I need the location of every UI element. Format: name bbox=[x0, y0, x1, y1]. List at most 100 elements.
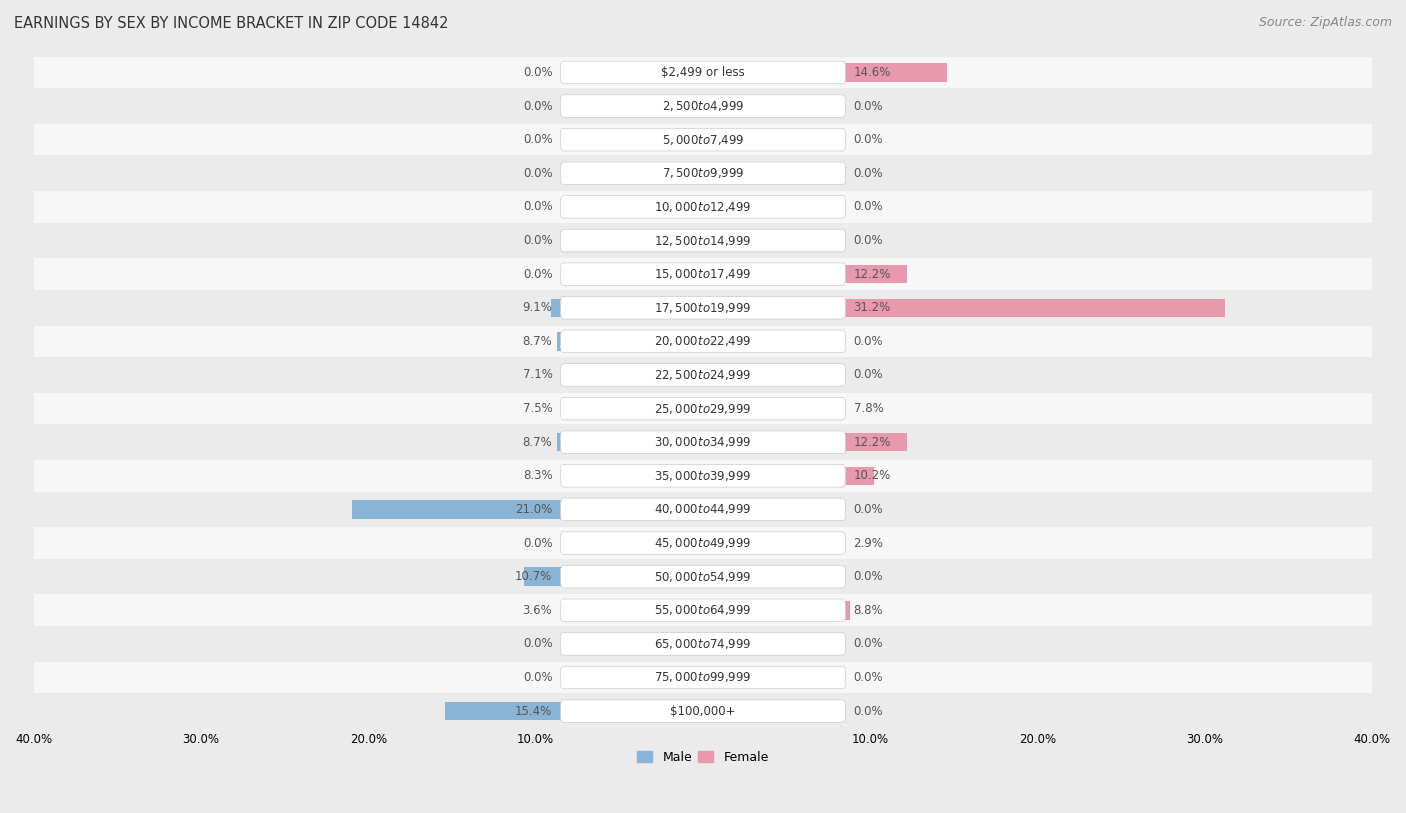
Bar bbox=[661, 63, 703, 81]
Bar bbox=[661, 198, 703, 216]
Bar bbox=[551, 298, 703, 317]
Text: 8.8%: 8.8% bbox=[853, 604, 883, 617]
Bar bbox=[703, 333, 745, 350]
Bar bbox=[557, 433, 703, 451]
Text: 0.0%: 0.0% bbox=[853, 234, 883, 247]
FancyBboxPatch shape bbox=[561, 464, 845, 487]
FancyBboxPatch shape bbox=[34, 493, 1372, 526]
Text: $35,000 to $39,999: $35,000 to $39,999 bbox=[654, 469, 752, 483]
Bar bbox=[703, 500, 745, 519]
Text: $5,000 to $7,499: $5,000 to $7,499 bbox=[662, 133, 744, 146]
Text: $10,000 to $12,499: $10,000 to $12,499 bbox=[654, 200, 752, 214]
Text: 21.0%: 21.0% bbox=[515, 503, 553, 516]
Bar bbox=[703, 164, 745, 183]
Bar bbox=[643, 601, 703, 620]
Text: 0.0%: 0.0% bbox=[853, 705, 883, 718]
Bar bbox=[446, 702, 703, 720]
Text: $12,500 to $14,999: $12,500 to $14,999 bbox=[654, 233, 752, 247]
Text: 0.0%: 0.0% bbox=[523, 537, 553, 550]
Text: 0.0%: 0.0% bbox=[523, 167, 553, 180]
FancyBboxPatch shape bbox=[561, 431, 845, 454]
Legend: Male, Female: Male, Female bbox=[633, 746, 773, 769]
Text: $55,000 to $64,999: $55,000 to $64,999 bbox=[654, 603, 752, 617]
Bar bbox=[557, 333, 703, 350]
Bar bbox=[703, 399, 834, 418]
Bar bbox=[524, 567, 703, 586]
Text: 0.0%: 0.0% bbox=[853, 133, 883, 146]
Bar bbox=[661, 130, 703, 149]
FancyBboxPatch shape bbox=[34, 359, 1372, 392]
FancyBboxPatch shape bbox=[34, 694, 1372, 728]
Bar bbox=[703, 298, 1225, 317]
FancyBboxPatch shape bbox=[561, 95, 845, 117]
Text: $7,500 to $9,999: $7,500 to $9,999 bbox=[662, 167, 744, 180]
Bar bbox=[703, 399, 834, 418]
Text: 3.6%: 3.6% bbox=[523, 604, 553, 617]
Text: $50,000 to $54,999: $50,000 to $54,999 bbox=[654, 570, 752, 584]
Text: $65,000 to $74,999: $65,000 to $74,999 bbox=[654, 637, 752, 651]
Bar bbox=[661, 635, 703, 653]
Bar bbox=[703, 63, 948, 81]
Text: $45,000 to $49,999: $45,000 to $49,999 bbox=[654, 536, 752, 550]
Bar bbox=[578, 399, 703, 418]
FancyBboxPatch shape bbox=[561, 666, 845, 689]
Text: $20,000 to $22,499: $20,000 to $22,499 bbox=[654, 334, 752, 348]
Text: $22,500 to $24,999: $22,500 to $24,999 bbox=[654, 368, 752, 382]
Bar bbox=[703, 567, 745, 586]
Text: 0.0%: 0.0% bbox=[523, 267, 553, 280]
Bar bbox=[661, 668, 703, 687]
Text: $25,000 to $29,999: $25,000 to $29,999 bbox=[654, 402, 752, 415]
FancyBboxPatch shape bbox=[561, 330, 845, 353]
Text: 0.0%: 0.0% bbox=[523, 637, 553, 650]
Text: 0.0%: 0.0% bbox=[853, 368, 883, 381]
Text: 10.2%: 10.2% bbox=[853, 469, 891, 482]
Bar bbox=[564, 467, 703, 485]
FancyBboxPatch shape bbox=[34, 526, 1372, 560]
Bar bbox=[352, 500, 703, 519]
Text: 0.0%: 0.0% bbox=[853, 335, 883, 348]
Text: 0.0%: 0.0% bbox=[523, 234, 553, 247]
FancyBboxPatch shape bbox=[34, 89, 1372, 123]
FancyBboxPatch shape bbox=[561, 565, 845, 588]
FancyBboxPatch shape bbox=[561, 128, 845, 151]
Text: 0.0%: 0.0% bbox=[523, 66, 553, 79]
Bar bbox=[703, 534, 752, 552]
Text: 0.0%: 0.0% bbox=[523, 201, 553, 213]
Text: EARNINGS BY SEX BY INCOME BRACKET IN ZIP CODE 14842: EARNINGS BY SEX BY INCOME BRACKET IN ZIP… bbox=[14, 16, 449, 31]
FancyBboxPatch shape bbox=[561, 599, 845, 621]
Bar bbox=[703, 265, 907, 284]
Text: Source: ZipAtlas.com: Source: ZipAtlas.com bbox=[1258, 16, 1392, 29]
Text: 12.2%: 12.2% bbox=[853, 267, 891, 280]
Bar bbox=[703, 702, 745, 720]
Bar bbox=[703, 130, 745, 149]
Bar bbox=[446, 702, 703, 720]
Text: $30,000 to $34,999: $30,000 to $34,999 bbox=[654, 435, 752, 450]
Bar bbox=[352, 500, 703, 519]
FancyBboxPatch shape bbox=[561, 363, 845, 386]
Text: 7.8%: 7.8% bbox=[853, 402, 883, 415]
Bar bbox=[703, 601, 851, 620]
Bar bbox=[564, 467, 703, 485]
Bar bbox=[661, 265, 703, 284]
Bar bbox=[661, 164, 703, 183]
FancyBboxPatch shape bbox=[34, 224, 1372, 258]
FancyBboxPatch shape bbox=[34, 156, 1372, 190]
FancyBboxPatch shape bbox=[34, 55, 1372, 89]
Text: 0.0%: 0.0% bbox=[853, 99, 883, 112]
Bar bbox=[661, 534, 703, 552]
Text: 31.2%: 31.2% bbox=[853, 302, 891, 315]
Bar bbox=[703, 668, 745, 687]
Bar bbox=[643, 601, 703, 620]
Text: $100,000+: $100,000+ bbox=[671, 705, 735, 718]
Bar bbox=[557, 333, 703, 350]
Bar bbox=[703, 601, 851, 620]
Bar bbox=[703, 198, 745, 216]
Text: $75,000 to $99,999: $75,000 to $99,999 bbox=[654, 671, 752, 685]
FancyBboxPatch shape bbox=[34, 560, 1372, 593]
FancyBboxPatch shape bbox=[561, 297, 845, 319]
Text: 0.0%: 0.0% bbox=[853, 503, 883, 516]
FancyBboxPatch shape bbox=[34, 627, 1372, 661]
Bar bbox=[703, 63, 948, 81]
Text: 12.2%: 12.2% bbox=[853, 436, 891, 449]
Text: 0.0%: 0.0% bbox=[523, 99, 553, 112]
